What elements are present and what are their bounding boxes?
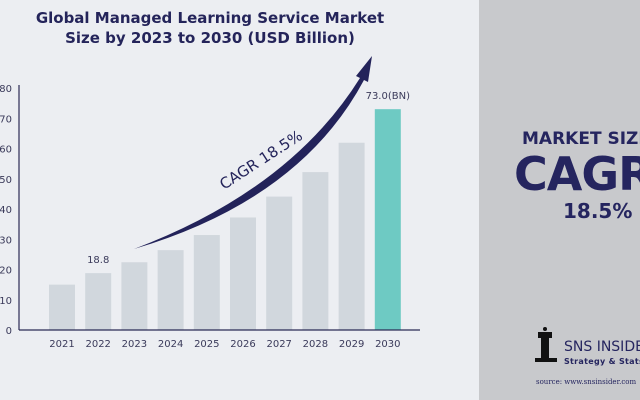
x-tick-label: 2026 <box>230 339 255 350</box>
market-size-label: MARKET SIZE <box>522 129 640 149</box>
bar-2021 <box>49 284 75 330</box>
bar-2022 <box>85 273 112 330</box>
bar-2028 <box>302 172 329 330</box>
x-tick-label: 2023 <box>122 339 147 350</box>
logo-text: SNS INSIDER <box>564 339 640 355</box>
bar-2030 <box>374 109 401 330</box>
bar-2027 <box>266 196 293 330</box>
x-tick-label: 2024 <box>158 339 183 350</box>
bar-2024 <box>157 250 184 330</box>
y-tick-label: 30 <box>0 235 12 246</box>
x-tick-label: 2027 <box>266 339 291 350</box>
source-text: source: www.snsinsider.com <box>536 378 637 386</box>
y-tick-label: 10 <box>0 296 12 307</box>
x-tick-label: 2028 <box>303 339 328 350</box>
x-tick-label: 2030 <box>375 339 400 350</box>
y-tick-label: 60 <box>0 145 12 156</box>
y-tick-label: 80 <box>0 84 12 95</box>
x-tick-label: 2021 <box>49 339 74 350</box>
title-line-1: Global Managed Learning Service Market <box>35 9 385 27</box>
chart-title: Global Managed Learning Service Market S… <box>0 8 420 48</box>
chess-rook-logo-icon <box>535 327 557 362</box>
y-tick-label: 50 <box>0 175 12 186</box>
title-line-2: Size by 2023 to 2030 (USD Billion) <box>65 29 355 47</box>
x-tick-label: 2029 <box>339 339 364 350</box>
y-tick-label: 20 <box>0 266 12 277</box>
x-tick-label: 2025 <box>194 339 219 350</box>
bar-2023 <box>121 262 148 330</box>
cagr-label: CAGR <box>514 147 640 201</box>
y-tick-label: 0 <box>6 326 12 337</box>
bar-2025 <box>193 235 220 330</box>
logo-tagline: Strategy & Stats <box>564 357 640 366</box>
x-tick-label: 2022 <box>85 339 110 350</box>
bar-2029 <box>338 142 365 330</box>
data-label: 73.0(BN) <box>366 91 411 102</box>
bar-chart: 2021 2022 18.8 2023 2024 2025 2026 2027 2028 2029… <box>0 56 420 350</box>
side-panel <box>479 0 640 400</box>
bar-2026 <box>230 217 256 330</box>
y-tick-label: 40 <box>0 205 12 216</box>
cagr-value: 18.5% <box>563 199 633 223</box>
data-label: 18.8 <box>87 255 109 266</box>
y-tick-label: 70 <box>0 114 12 125</box>
